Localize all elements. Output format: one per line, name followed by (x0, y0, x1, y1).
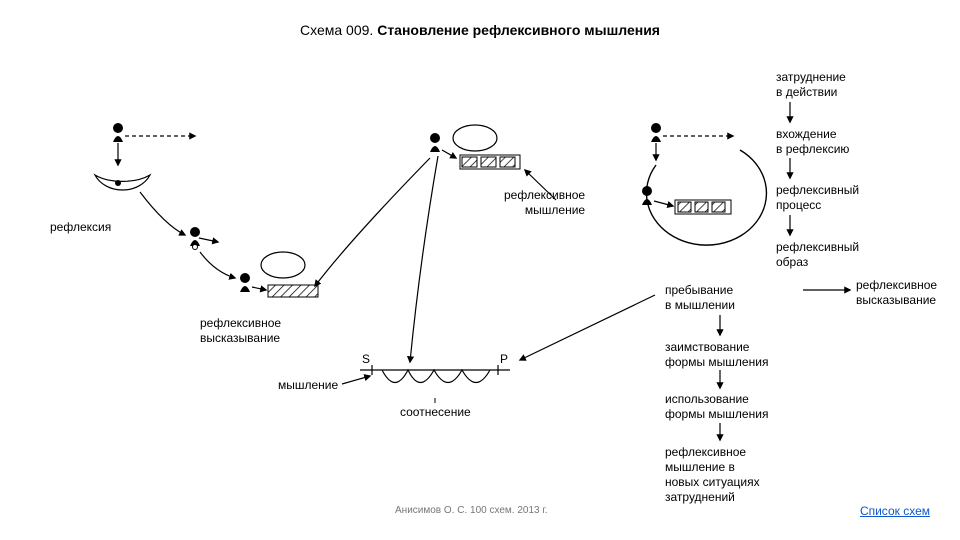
group-refl-thinking (430, 125, 520, 169)
seq-1: затруднение в действии (776, 70, 846, 100)
seq-4: рефлексивный образ (776, 240, 859, 270)
label-P: P (500, 352, 508, 367)
seq-2: вхождение в рефлексию (776, 127, 849, 157)
label-thinking: мышление (278, 378, 338, 393)
group-reflexia (95, 123, 195, 235)
seq-5: пребывание в мышлении (665, 283, 735, 313)
side-refl-utterance: рефлексивное высказывание (856, 278, 937, 308)
link-scheme-list[interactable]: Список схем (860, 504, 930, 518)
seq-6: заимствование формы мышления (665, 340, 768, 370)
person-utterance (240, 252, 318, 297)
label-S: S (362, 352, 370, 367)
seq-8: рефлексивное мышление в новых ситуациях … (665, 445, 760, 505)
footer-credit: Анисимов О. С. 100 схем. 2013 г. (395, 505, 548, 516)
sp-thinking (360, 365, 510, 383)
label-correlation: соотнесение (400, 405, 471, 420)
label-refl-thinking: рефлексивное мышление (504, 188, 585, 218)
seq-7: использование формы мышления (665, 392, 768, 422)
label-refl-utterance: рефлексивное высказывание (200, 316, 281, 346)
person-icon (113, 123, 123, 142)
person-with-lens (190, 227, 218, 250)
label-reflexia: рефлексия (50, 220, 111, 235)
seq-3: рефлексивный процесс (776, 183, 859, 213)
group-right-process (642, 123, 766, 245)
